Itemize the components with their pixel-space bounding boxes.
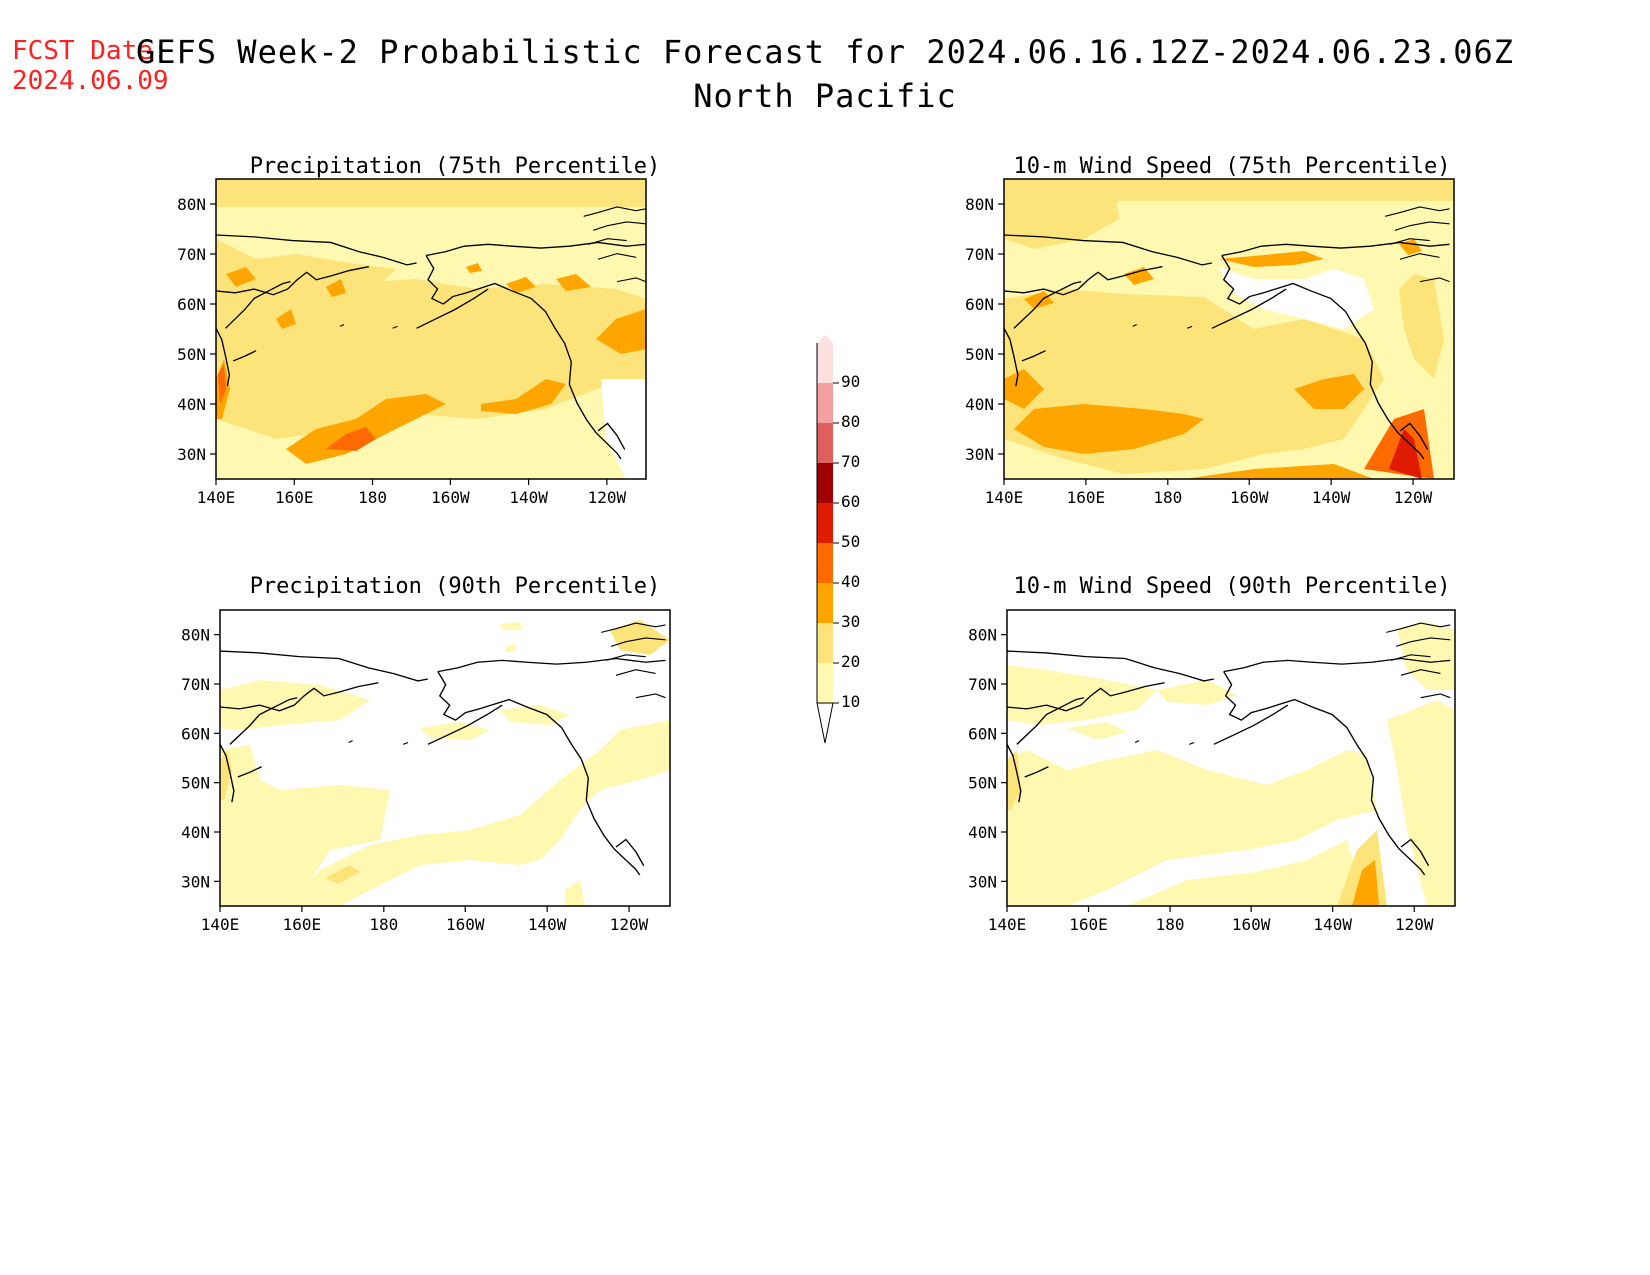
panel-precip-90	[219, 609, 671, 907]
lon-tick-label: 120W	[610, 915, 649, 934]
lon-tick-label: 120W	[1394, 488, 1433, 507]
lon-tick-label: 120W	[588, 488, 627, 507]
lon-tick-label: 120W	[1395, 915, 1434, 934]
lat-tick-label: 70N	[965, 245, 994, 264]
panel-precip-75	[215, 178, 647, 480]
colorbar-level-label: 30	[841, 612, 860, 631]
lon-tick-label: 140E	[985, 488, 1024, 507]
panel-wind-75	[1003, 178, 1455, 480]
lat-tick-label: 40N	[177, 395, 206, 414]
lon-tick-label: 160W	[1232, 915, 1271, 934]
colorbar-level-label: 70	[841, 452, 860, 471]
forecast-date-caption: FCST Date:	[12, 36, 169, 66]
colorbar-swatch	[817, 335, 833, 383]
lat-tick-label: 50N	[968, 774, 997, 793]
colorbar-level-label: 40	[841, 572, 860, 591]
colorbar-level-label: 80	[841, 412, 860, 431]
colorbar-swatch	[817, 383, 833, 423]
lon-axis-precip-75: 140E 160E 180 160W 140W 120W	[197, 479, 627, 507]
lat-tick-label: 70N	[181, 675, 210, 694]
lat-tick-label: 70N	[968, 675, 997, 694]
lat-tick-label: 40N	[968, 823, 997, 842]
colorbar-swatch	[817, 423, 833, 463]
lat-axis-wind-75: 80N 70N 60N 50N 40N 30N	[965, 195, 1004, 464]
lat-tick-label: 80N	[177, 195, 206, 214]
lon-tick-label: 180	[1153, 488, 1182, 507]
lon-tick-label: 160E	[1069, 915, 1108, 934]
lon-tick-label: 160W	[446, 915, 485, 934]
panel-wind-90	[1006, 609, 1456, 907]
colorbar-swatch	[817, 663, 833, 703]
lon-tick-label: 160W	[431, 488, 470, 507]
wind75-shading	[1004, 179, 1454, 479]
lon-tick-label: 160E	[1067, 488, 1106, 507]
lat-axis-precip-90: 80N 70N 60N 50N 40N 30N	[181, 626, 220, 891]
lat-tick-label: 80N	[968, 626, 997, 645]
colorbar-legend: 10 20 30 40 50 60 70 80 90	[816, 335, 860, 744]
colorbar-swatch	[817, 503, 833, 543]
colorbar-swatch	[817, 463, 833, 503]
lon-tick-label: 140W	[1313, 915, 1352, 934]
colorbar-level-label: 60	[841, 492, 860, 511]
forecast-date-value: 2024.06.09	[12, 66, 169, 96]
panel-title-wind-90: 10-m Wind Speed (90th Percentile)	[1013, 574, 1450, 599]
precip75-shading	[216, 179, 646, 479]
lat-tick-label: 50N	[177, 345, 206, 364]
colorbar-level-label: 50	[841, 532, 860, 551]
colorbar-swatch	[817, 543, 833, 583]
lat-tick-label: 30N	[177, 445, 206, 464]
lon-axis-wind-90: 140E 160E 180 160W 140W 120W	[988, 906, 1434, 934]
colorbar-level-label: 90	[841, 372, 860, 391]
region-subtitle: North Pacific	[693, 77, 957, 115]
lon-axis-wind-75: 140E 160E 180 160W 140W 120W	[985, 479, 1433, 507]
wind90-shading	[1007, 622, 1455, 906]
lat-tick-label: 80N	[965, 195, 994, 214]
lat-tick-label: 40N	[965, 395, 994, 414]
lon-tick-label: 180	[369, 915, 398, 934]
lat-tick-label: 60N	[965, 295, 994, 314]
lat-tick-label: 70N	[177, 245, 206, 264]
lon-tick-label: 180	[1156, 915, 1185, 934]
forecast-date-label: FCST Date: 2024.06.09	[12, 36, 169, 96]
lon-tick-label: 140W	[1312, 488, 1351, 507]
lat-axis-wind-90: 80N 70N 60N 50N 40N 30N	[968, 626, 1007, 891]
lat-tick-label: 80N	[181, 626, 210, 645]
lon-tick-label: 140W	[509, 488, 548, 507]
lon-tick-label: 160E	[275, 488, 314, 507]
lat-tick-label: 60N	[181, 724, 210, 743]
colorbar-swatch	[817, 623, 833, 663]
lat-tick-label: 30N	[965, 445, 994, 464]
lon-tick-label: 140W	[528, 915, 567, 934]
main-title: GEFS Week-2 Probabilistic Forecast for 2…	[135, 33, 1515, 71]
lat-tick-label: 60N	[177, 295, 206, 314]
lat-tick-label: 50N	[965, 345, 994, 364]
lon-axis-precip-90: 140E 160E 180 160W 140W 120W	[201, 906, 649, 934]
lon-tick-label: 160W	[1230, 488, 1269, 507]
lat-tick-label: 50N	[181, 774, 210, 793]
colorbar-level-label: 10	[841, 692, 860, 711]
lat-axis-precip-75: 80N 70N 60N 50N 40N 30N	[177, 195, 216, 464]
lat-tick-label: 30N	[181, 872, 210, 891]
lon-tick-label: 140E	[988, 915, 1027, 934]
lon-tick-label: 160E	[283, 915, 322, 934]
colorbar-level-label: 20	[841, 652, 860, 671]
lat-tick-label: 40N	[181, 823, 210, 842]
lon-tick-label: 140E	[201, 915, 240, 934]
page-title: GEFS Week-2 Probabilistic Forecast for 2…	[0, 30, 1650, 118]
panel-title-precip-75: Precipitation (75th Percentile)	[250, 154, 661, 179]
colorbar-min-arrow	[816, 702, 834, 744]
lat-tick-label: 30N	[968, 872, 997, 891]
lat-tick-label: 60N	[968, 724, 997, 743]
panel-title-precip-90: Precipitation (90th Percentile)	[250, 574, 661, 599]
panel-title-wind-75: 10-m Wind Speed (75th Percentile)	[1013, 154, 1450, 179]
lon-tick-label: 140E	[197, 488, 236, 507]
colorbar-swatch	[817, 583, 833, 623]
lon-tick-label: 180	[358, 488, 387, 507]
